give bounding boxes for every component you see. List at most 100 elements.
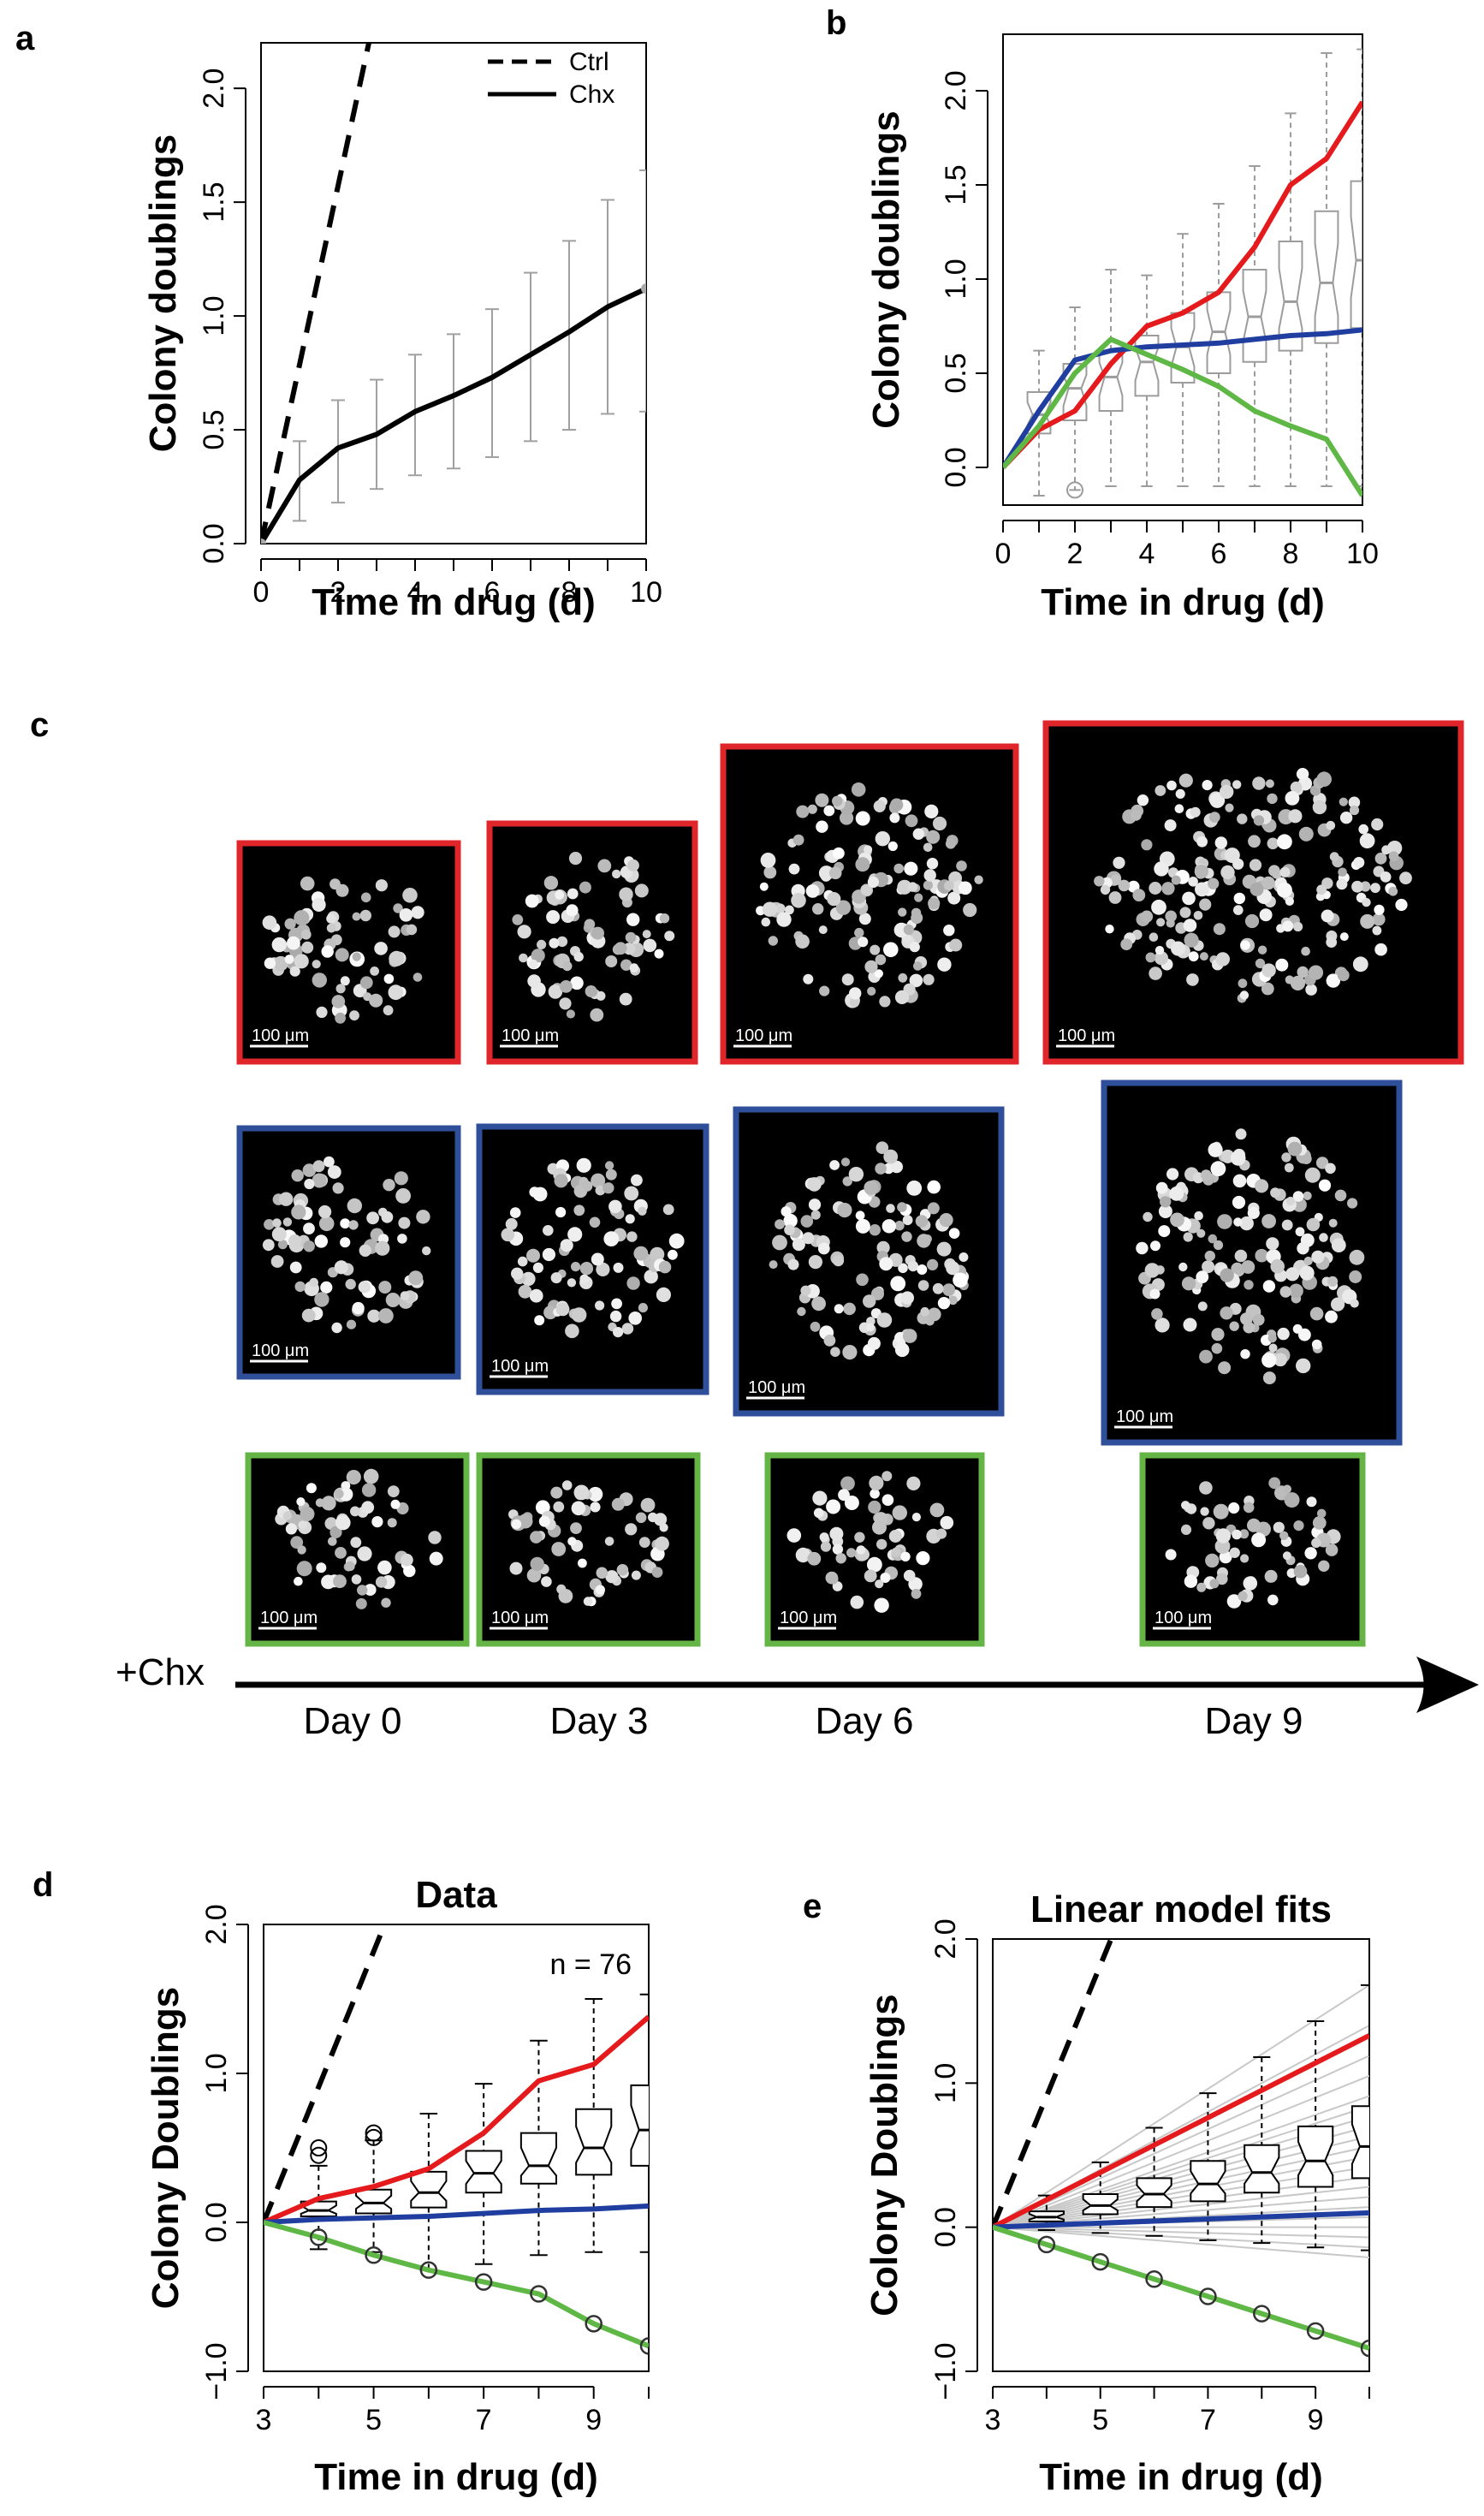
nucleus-spot <box>1312 1516 1327 1530</box>
notched-box <box>1244 2144 1280 2194</box>
series-point <box>1253 2305 1271 2323</box>
nucleus-spot <box>1247 1206 1260 1219</box>
series-line <box>1003 100 1362 470</box>
series-point <box>1199 2287 1217 2305</box>
nucleus-spot <box>803 973 814 984</box>
nucleus-spot <box>595 1585 605 1595</box>
outlier-point <box>365 2128 383 2146</box>
nucleus-spot <box>562 961 573 972</box>
nucleus-spot <box>635 1512 647 1524</box>
nucleus-spot <box>314 1234 328 1248</box>
nucleus-spot <box>856 1545 866 1555</box>
nucleus-spot <box>943 925 955 937</box>
nucleus-spot <box>1208 812 1220 823</box>
series-point <box>310 2228 328 2246</box>
x-axis-title: Time in drug (d) <box>1039 2456 1323 2498</box>
nucleus-spot <box>1094 876 1105 887</box>
nucleus-spot <box>875 1579 884 1589</box>
nucleus-spot <box>914 893 923 902</box>
series-line <box>264 2220 649 2349</box>
nucleus-spot <box>1285 1267 1300 1282</box>
nucleus-spot <box>763 865 777 879</box>
nucleus-spot <box>805 884 820 898</box>
nucleus-spot <box>1244 913 1260 929</box>
model-fit-line <box>993 2095 1369 2228</box>
nucleus-spot <box>1331 1297 1345 1312</box>
series-point <box>1145 2270 1163 2288</box>
nucleus-spot <box>1218 1361 1232 1375</box>
nucleus-spot <box>1199 1349 1213 1364</box>
nucleus-spot <box>1166 1168 1179 1181</box>
nucleus-spot <box>1149 882 1162 895</box>
notched-box <box>1082 2192 1119 2216</box>
nucleus-spot <box>783 1213 798 1228</box>
nucleus-spot <box>294 1576 303 1586</box>
nucleus-spot <box>1171 941 1185 956</box>
nucleus-spot <box>596 990 606 1001</box>
nucleus-spot <box>807 804 817 814</box>
model-fit-line <box>993 1984 1369 2228</box>
nucleus-spot <box>567 1278 577 1288</box>
nucleus-spot <box>1326 937 1338 948</box>
y-tick-label: 1.5 <box>940 164 972 205</box>
nucleus-spot <box>875 954 887 966</box>
nucleus-spot <box>340 1237 351 1248</box>
nucleus-spot <box>927 1202 940 1215</box>
nucleus-spot <box>1325 1310 1338 1323</box>
nucleus-spot <box>374 942 388 955</box>
nucleus-spot <box>370 967 379 976</box>
nucleus-spot <box>768 936 778 946</box>
nucleus-spot <box>1183 1317 1197 1332</box>
nucleus-spot <box>1374 943 1387 956</box>
nucleus-spot <box>881 1494 894 1506</box>
nucleus-spot <box>1325 1163 1336 1175</box>
nucleus-spot <box>894 1221 905 1231</box>
nucleus-spot <box>312 1173 327 1188</box>
nucleus-spot <box>1289 1283 1303 1299</box>
nucleus-spot <box>355 1597 367 1609</box>
nucleus-spot <box>428 1531 442 1544</box>
nucleus-spot <box>833 847 845 859</box>
nucleus-spot <box>870 944 881 955</box>
nucleus-spot <box>631 1570 641 1580</box>
scale-bar-label: 100 μm <box>502 1026 559 1045</box>
nucleus-spot <box>1196 836 1208 848</box>
nucleus-spot <box>907 1260 919 1272</box>
plot-area <box>1003 48 1362 499</box>
nucleus-spot <box>350 1537 362 1549</box>
nucleus-spot <box>294 954 309 969</box>
nucleus-spot <box>1277 1327 1290 1341</box>
x-axis-title: Time in drug (d) <box>1041 581 1325 623</box>
nucleus-spot <box>398 1216 411 1229</box>
nucleus-spot <box>1374 904 1385 915</box>
plot-title: Linear model fits <box>1030 1888 1332 1930</box>
nucleus-spot <box>264 1219 275 1230</box>
nucleus-spot <box>312 1160 325 1173</box>
nucleus-spot <box>905 814 918 828</box>
nucleus-spot <box>810 1321 821 1332</box>
nucleus-spot <box>625 1523 638 1536</box>
nucleus-spot <box>1233 1217 1243 1227</box>
nucleus-spot <box>936 1241 952 1257</box>
nucleus-spot <box>369 993 383 1008</box>
nucleus-spot <box>792 834 804 846</box>
series-line <box>993 2033 1369 2230</box>
nucleus-spot <box>880 1573 891 1583</box>
nucleus-spot <box>555 1206 567 1218</box>
nucleus-spot <box>1277 834 1292 850</box>
nucleus-spot <box>864 1569 877 1583</box>
x-tick-label: 2 <box>1067 538 1083 570</box>
nucleus-spot <box>889 812 900 824</box>
y-tick-label: 0.0 <box>929 2207 962 2247</box>
nucleus-spot <box>352 912 361 921</box>
nucleus-spot <box>619 887 633 901</box>
nucleus-spot <box>1216 1573 1228 1585</box>
nucleus-spot <box>1337 969 1350 982</box>
nucleus-spot <box>974 875 983 884</box>
panel-letter-d: d <box>33 1866 53 1904</box>
nucleus-spot <box>413 972 423 982</box>
nucleus-spot <box>1312 800 1327 815</box>
series-line <box>993 1939 1114 2228</box>
nucleus-spot <box>416 1210 430 1224</box>
nucleus-spot <box>1328 1218 1338 1228</box>
